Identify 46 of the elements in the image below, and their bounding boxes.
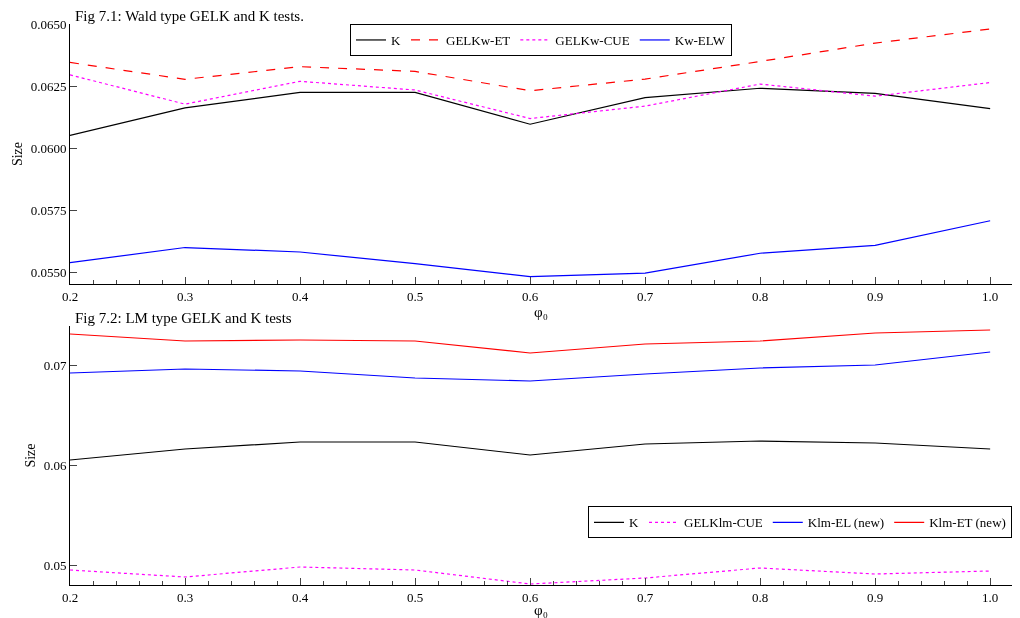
chart-title: Fig 7.2: LM type GELK and K tests — [75, 310, 292, 326]
x-tick-label: 0.8 — [751, 589, 769, 605]
x-tick-label: 0.3 — [176, 589, 194, 605]
x-tick-label: 1.0 — [982, 288, 999, 304]
legend-label: Klm-ET (new) — [929, 515, 1006, 531]
legend-label: K — [391, 33, 401, 49]
legend-label: GELKlm-CUE — [684, 515, 763, 531]
y-tick-label: 0.0550 — [30, 264, 67, 280]
x-tick-label: 0.9 — [867, 589, 884, 605]
legend-label: K — [629, 515, 639, 531]
line-series — [70, 351, 991, 382]
legend-label: GELKw-ET — [446, 33, 511, 49]
line-series — [70, 329, 991, 354]
x-tick-label: 0.4 — [291, 288, 309, 304]
x-tick-label: 0.5 — [406, 589, 424, 605]
y-tick-label: 0.05 — [43, 557, 67, 573]
y-tick-label: 0.0575 — [30, 202, 67, 218]
legend-label: Kw-ELW — [674, 33, 726, 49]
line-series — [70, 220, 991, 278]
x-tick-label: 0.5 — [406, 288, 424, 304]
y-tick-label: 0.0625 — [30, 78, 67, 94]
chart-title: Fig 7.1: Wald type GELK and K tests. — [75, 8, 304, 24]
x-tick-label: 0.2 — [61, 288, 79, 304]
legend-label: GELKw-CUE — [555, 33, 630, 49]
x-tick-label: 0.6 — [521, 589, 539, 605]
x-tick-label: 0.7 — [636, 589, 654, 605]
line-series — [70, 566, 991, 585]
x-tick-label: 0.3 — [176, 288, 194, 304]
x-axis-title: φ₀ — [534, 303, 548, 320]
x-tick-label: 0.2 — [61, 589, 79, 605]
y-tick-label: 0.07 — [43, 357, 67, 373]
line-series — [70, 74, 991, 120]
y-axis-title: Size — [10, 141, 26, 167]
x-tick-label: 0.6 — [521, 288, 539, 304]
y-tick-label: 0.0600 — [30, 140, 67, 156]
y-tick-label: 0.0650 — [30, 16, 67, 32]
x-tick-label: 0.8 — [751, 288, 769, 304]
x-tick-label: 1.0 — [982, 589, 999, 605]
x-axis-title: φ₀ — [534, 602, 548, 618]
x-tick-label: 0.9 — [867, 288, 884, 304]
y-tick-label: 0.06 — [43, 457, 67, 473]
y-axis-title: Size — [23, 443, 39, 468]
line-series — [70, 28, 991, 92]
x-tick-label: 0.4 — [291, 589, 309, 605]
legend-label: Klm-EL (new) — [807, 515, 885, 531]
x-tick-label: 0.7 — [636, 288, 654, 304]
